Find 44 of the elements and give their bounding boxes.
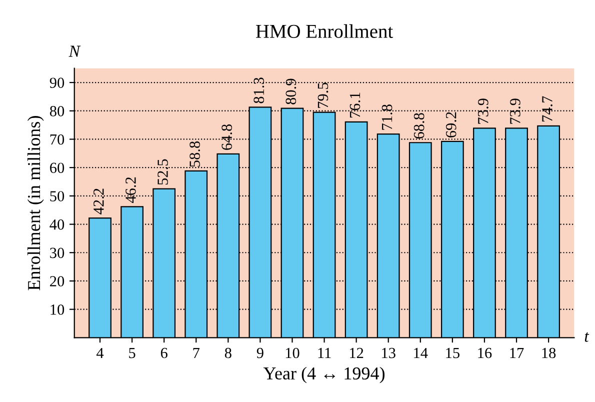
y-tick-label: 50	[50, 191, 64, 202]
x-tick-label: 15	[446, 348, 460, 358]
y-tick-label: 70	[50, 134, 64, 145]
x-tick-label: 7	[193, 348, 200, 358]
data-label: 74.7	[542, 96, 552, 122]
data-label: 80.9	[286, 78, 296, 104]
y-tick-label: 80	[50, 106, 64, 116]
data-label: 81.3	[254, 78, 264, 104]
data-label: 79.5	[318, 82, 328, 108]
y-tick-label: 10	[50, 304, 64, 315]
x-tick-label: 5	[129, 348, 136, 358]
y-tick-label: 20	[50, 276, 64, 286]
data-label: 73.9	[510, 98, 520, 124]
x-tick-label: 13	[382, 348, 396, 358]
data-label: 68.8	[414, 113, 424, 139]
y-tick-label: 40	[50, 219, 64, 230]
data-label: 64.8	[222, 124, 232, 150]
data-label: 42.2	[94, 188, 104, 214]
data-label: 76.1	[350, 92, 360, 118]
x-tick-label: 12	[350, 348, 364, 358]
x-tick-label: 18	[542, 348, 556, 358]
x-axis-title: Year (4 ↔ 1994)	[263, 366, 384, 384]
text: N	[68, 46, 81, 57]
chart-title: HMO Enrollment	[256, 24, 394, 38]
data-label: 69.2	[446, 112, 456, 138]
x-tick-label: 10	[286, 348, 300, 358]
x-tick-label: 16	[478, 348, 492, 358]
x-tick-label: 14	[414, 348, 428, 358]
x-tick-label: 9	[256, 348, 264, 358]
text: t	[584, 332, 590, 342]
y-tick-label: 90	[50, 78, 64, 88]
data-label: 71.8	[382, 104, 392, 130]
x-tick-label: 6	[160, 348, 168, 358]
x-tick-label: 8	[224, 348, 232, 358]
y-tick-label: 30	[50, 248, 64, 258]
data-label: 58.8	[190, 141, 200, 167]
data-label: 73.9	[478, 98, 488, 124]
y-tick-label: 60	[50, 162, 64, 174]
data-label: 52.5	[158, 159, 168, 185]
x-tick-label: 11	[318, 348, 331, 358]
x-tick-label: 4	[96, 348, 104, 358]
data-label: 46.2	[126, 177, 136, 203]
x-tick-label: 17	[510, 348, 524, 358]
y-axis-title: Enrollment (in millions)	[27, 116, 44, 290]
